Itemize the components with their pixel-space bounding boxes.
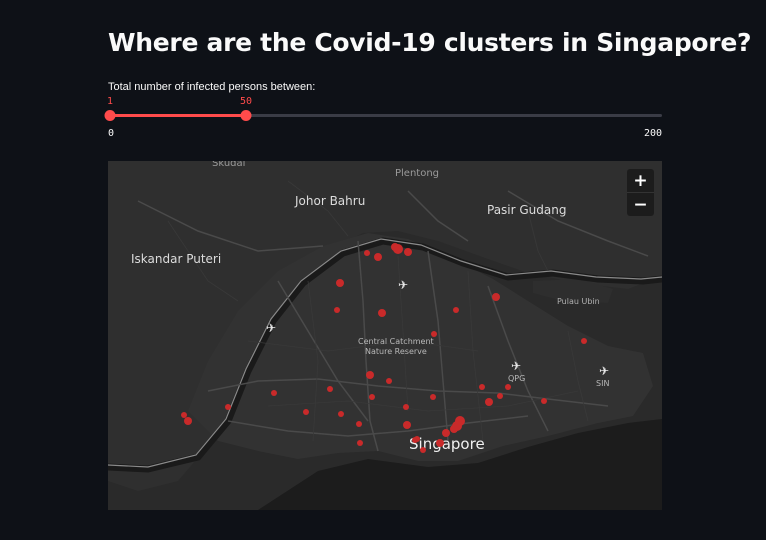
map-label-sin: SIN bbox=[596, 379, 610, 388]
cluster-point[interactable] bbox=[497, 393, 503, 399]
plane-icon: ✈ bbox=[599, 364, 610, 378]
range-slider[interactable]: 1 50 0 200 bbox=[104, 96, 662, 140]
cluster-point[interactable] bbox=[453, 307, 459, 313]
map-label-nature-reserve: Nature Reserve bbox=[365, 347, 427, 356]
cluster-point[interactable] bbox=[357, 440, 363, 446]
map-basemap bbox=[108, 161, 662, 510]
cluster-point[interactable] bbox=[431, 331, 437, 337]
slider-low-value: 1 bbox=[106, 96, 114, 107]
cluster-point[interactable] bbox=[327, 386, 333, 392]
zoom-controls: + − bbox=[627, 169, 654, 216]
cluster-point[interactable] bbox=[374, 253, 382, 261]
cluster-point[interactable] bbox=[505, 384, 511, 390]
page-title: Where are the Covid-19 clusters in Singa… bbox=[108, 28, 752, 57]
cluster-point[interactable] bbox=[430, 394, 436, 400]
zoom-in-button[interactable]: + bbox=[633, 170, 648, 191]
map-label-johor-bahru: Johor Bahru bbox=[295, 194, 366, 208]
cluster-point[interactable] bbox=[184, 417, 192, 425]
cluster-point[interactable] bbox=[334, 307, 340, 313]
zoom-out-button[interactable]: − bbox=[627, 192, 654, 216]
cluster-point[interactable] bbox=[436, 439, 444, 447]
cluster-point[interactable] bbox=[404, 248, 412, 256]
cluster-map[interactable]: + − Skudai Plentong Johor Bahru Pasir Gu… bbox=[108, 161, 662, 510]
cluster-point[interactable] bbox=[271, 390, 277, 396]
cluster-point[interactable] bbox=[492, 293, 500, 301]
cluster-point[interactable] bbox=[378, 309, 386, 317]
cluster-point[interactable] bbox=[403, 404, 409, 410]
map-label-singapore: Singapore bbox=[409, 435, 485, 453]
cluster-point[interactable] bbox=[336, 279, 344, 287]
cluster-point[interactable] bbox=[420, 447, 426, 453]
cluster-point[interactable] bbox=[364, 250, 370, 256]
cluster-point[interactable] bbox=[181, 412, 187, 418]
map-label-central-catchment: Central Catchment bbox=[358, 337, 434, 346]
map-label-plentong: Plentong bbox=[395, 168, 440, 179]
cluster-point[interactable] bbox=[369, 394, 375, 400]
map-label-qpg: QPG bbox=[508, 374, 526, 383]
map-label-pasir-gudang: Pasir Gudang bbox=[487, 203, 567, 217]
cluster-point[interactable] bbox=[393, 244, 403, 254]
slider-max-label: 200 bbox=[643, 128, 662, 139]
slider-selected-range bbox=[110, 114, 246, 117]
cluster-point[interactable] bbox=[414, 436, 420, 442]
cluster-point[interactable] bbox=[366, 371, 374, 379]
map-label-pulau-ubin: Pulau Ubin bbox=[557, 297, 600, 306]
cluster-point[interactable] bbox=[356, 421, 362, 427]
plane-icon: ✈ bbox=[398, 278, 409, 292]
cluster-point[interactable] bbox=[450, 425, 458, 433]
cluster-point[interactable] bbox=[225, 404, 231, 410]
cluster-point[interactable] bbox=[581, 338, 587, 344]
cluster-point[interactable] bbox=[455, 416, 465, 426]
plane-icon: ✈ bbox=[511, 359, 522, 373]
map-label-iskandar-puteri: Iskandar Puteri bbox=[131, 252, 222, 266]
slider-low-thumb[interactable] bbox=[104, 110, 116, 121]
map-label-skudai: Skudai bbox=[212, 161, 246, 169]
cluster-point[interactable] bbox=[541, 398, 547, 404]
cluster-point[interactable] bbox=[403, 421, 411, 429]
slider-track[interactable] bbox=[110, 114, 662, 117]
slider-min-label: 0 bbox=[108, 128, 115, 139]
slider-high-thumb[interactable] bbox=[240, 110, 252, 121]
cluster-point[interactable] bbox=[479, 384, 485, 390]
cluster-point[interactable] bbox=[338, 411, 344, 417]
slider-label: Total number of infected persons between… bbox=[108, 81, 316, 93]
cluster-point[interactable] bbox=[485, 398, 493, 406]
slider-high-value: 50 bbox=[239, 96, 253, 107]
plane-icon: ✈ bbox=[266, 321, 277, 335]
cluster-point[interactable] bbox=[303, 409, 309, 415]
cluster-point[interactable] bbox=[442, 429, 450, 437]
cluster-point[interactable] bbox=[386, 378, 392, 384]
